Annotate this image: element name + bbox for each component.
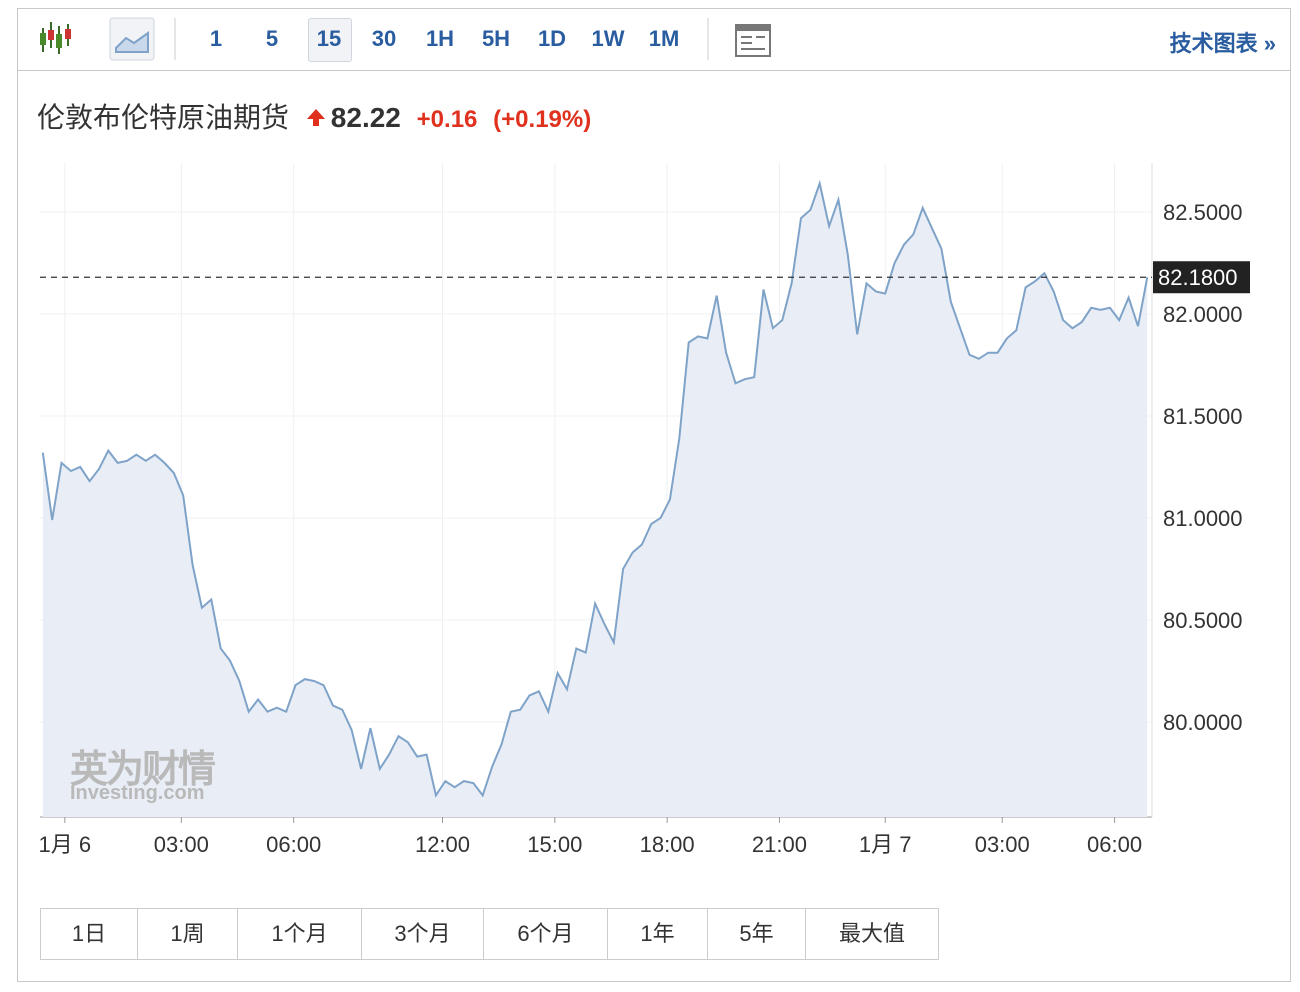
header: 伦敦布伦特原油期货 82.22 +0.16 (+0.19%) [37, 96, 591, 136]
interval-button[interactable]: 30 [371, 26, 397, 51]
technical-chart-link[interactable]: 技术图表 » [1169, 31, 1276, 56]
last-price-box [1153, 261, 1250, 294]
range-button[interactable]: 1年 [608, 909, 708, 959]
x-tick-label: 12:00 [415, 832, 470, 857]
range-button[interactable]: 5年 [708, 909, 806, 959]
interval-button[interactable]: 5H [481, 26, 511, 51]
change-pct: (+0.19%) [493, 106, 592, 133]
interval-button[interactable]: 1 [209, 26, 223, 51]
price: 82.22 [330, 102, 401, 133]
y-tick-label: 81.0000 [1163, 506, 1243, 531]
interval-button[interactable]: 1D [537, 26, 567, 51]
last-price-label: 82.1800 [1158, 265, 1238, 290]
interval-button[interactable]: 5 [265, 26, 279, 51]
range-button[interactable]: 1周 [138, 909, 238, 959]
range-button[interactable]: 最大值 [838, 921, 905, 946]
range-button[interactable]: 1日 [41, 909, 138, 959]
instrument-title: 伦敦布伦特原油期货 [37, 102, 290, 133]
y-tick-label: 82.0000 [1163, 302, 1243, 327]
toolbar-icons [40, 17, 176, 61]
interval-button[interactable]: 15 [316, 26, 342, 51]
x-tick-label: 03:00 [975, 832, 1030, 857]
y-tick-label: 80.0000 [1163, 710, 1243, 735]
interval-button[interactable]: 1M [648, 26, 680, 51]
range-buttons: 1日 1周 1个月 3个月 6个月 1年 5年 最大值 [40, 908, 939, 960]
change: +0.16 [416, 106, 478, 133]
range-button[interactable]: 1个月 [238, 909, 362, 959]
x-tick-label: 15:00 [527, 832, 582, 857]
y-tick-label: 80.5000 [1163, 608, 1243, 633]
chart: 80.0000 80.5000 81.0000 81.5000 82.0000 82.50… [39, 163, 1250, 857]
up-arrow [306, 109, 325, 126]
interval-button[interactable]: 1W [591, 26, 625, 51]
y-tick-label: 82.5000 [1163, 200, 1243, 225]
watermark-site: Investing.com [70, 782, 205, 804]
range-button[interactable]: 3个月 [362, 909, 484, 959]
x-tick-label: 06:00 [266, 832, 321, 857]
x-tick-label: 21:00 [752, 832, 807, 857]
y-tick-label: 81.5000 [1163, 404, 1243, 429]
toolbar-icons [707, 18, 771, 60]
selected-interval [308, 18, 352, 62]
price-line [41, 179, 1149, 798]
x-tick-label: 1月 7 [859, 832, 912, 857]
toolbar [18, 9, 1290, 71]
widget-frame [17, 8, 1291, 982]
x-tick-label: 18:00 [640, 832, 695, 857]
area-fill [42, 183, 1148, 817]
x-tick-label: 03:00 [154, 832, 209, 857]
x-tick-label: 06:00 [1087, 832, 1142, 857]
x-tick-label: 1月 6 [39, 832, 92, 857]
watermark-brand: 英为财情 [70, 749, 216, 791]
interval-button[interactable]: 1H [425, 26, 455, 51]
range-button[interactable]: 6个月 [484, 909, 608, 959]
